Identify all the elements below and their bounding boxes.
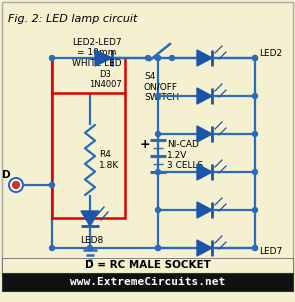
Circle shape <box>253 246 258 250</box>
Polygon shape <box>197 202 212 218</box>
Circle shape <box>155 246 160 250</box>
Polygon shape <box>197 164 212 180</box>
Circle shape <box>88 246 93 250</box>
Text: LED2: LED2 <box>259 50 282 59</box>
Text: Fig. 2: LED lamp circuit: Fig. 2: LED lamp circuit <box>8 14 137 24</box>
Polygon shape <box>197 126 212 142</box>
Circle shape <box>9 178 23 192</box>
Bar <box>2 273 293 291</box>
Circle shape <box>253 207 258 213</box>
Text: D3
1N4007: D3 1N4007 <box>88 70 121 89</box>
Circle shape <box>253 246 258 250</box>
Text: LED8: LED8 <box>80 236 104 245</box>
Circle shape <box>155 56 160 60</box>
Text: D = RC MALE SOCKET: D = RC MALE SOCKET <box>85 261 211 271</box>
Bar <box>52 93 125 218</box>
Text: +: + <box>140 138 151 151</box>
Circle shape <box>170 56 175 60</box>
Text: www.ExtremeCircuits.net: www.ExtremeCircuits.net <box>71 277 226 287</box>
Polygon shape <box>81 211 99 226</box>
Circle shape <box>155 131 160 137</box>
Polygon shape <box>95 50 112 66</box>
Text: LED2-LED7
= 10mm
WHITE LED: LED2-LED7 = 10mm WHITE LED <box>72 38 122 68</box>
Circle shape <box>12 182 19 188</box>
Circle shape <box>145 56 150 60</box>
Circle shape <box>155 169 160 175</box>
Circle shape <box>253 56 258 60</box>
Text: S4
ON/OFF
SWITCH: S4 ON/OFF SWITCH <box>144 72 179 102</box>
Circle shape <box>253 56 258 60</box>
Circle shape <box>155 56 160 60</box>
Circle shape <box>253 169 258 175</box>
Circle shape <box>50 56 55 60</box>
Circle shape <box>50 182 55 188</box>
Circle shape <box>155 94 160 98</box>
Polygon shape <box>197 50 212 66</box>
Circle shape <box>50 246 55 250</box>
Circle shape <box>253 131 258 137</box>
Circle shape <box>155 246 160 250</box>
Bar <box>2 258 293 273</box>
Text: LED7: LED7 <box>259 248 282 256</box>
Circle shape <box>253 94 258 98</box>
Polygon shape <box>197 240 212 256</box>
Circle shape <box>155 207 160 213</box>
Polygon shape <box>197 88 212 104</box>
Text: R4
1.8K: R4 1.8K <box>99 150 119 170</box>
Text: NI-CAD
1.2V
3 CELLS: NI-CAD 1.2V 3 CELLS <box>167 140 203 170</box>
Text: D: D <box>2 170 10 180</box>
